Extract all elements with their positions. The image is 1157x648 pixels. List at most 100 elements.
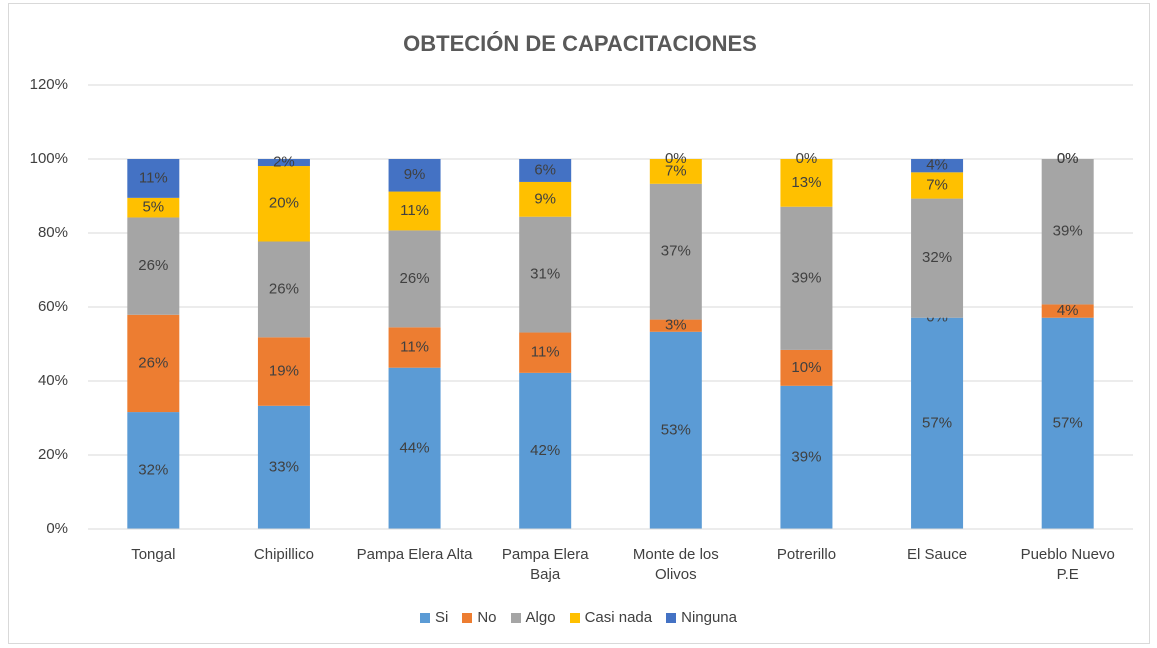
chart-title: OBTECIÓN DE CAPACITACIONES <box>403 31 757 56</box>
data-label: 53% <box>661 421 691 438</box>
y-tick-label: 0% <box>46 520 68 537</box>
bar-segment <box>649 183 702 320</box>
x-tick-label: Pampa Elera Alta <box>356 546 473 563</box>
data-label: 37% <box>661 243 691 260</box>
data-label: 39% <box>1053 223 1083 240</box>
bar-segment <box>649 319 702 332</box>
data-label: 39% <box>791 448 821 465</box>
data-label: 2% <box>273 153 295 170</box>
bar-segment <box>257 337 310 406</box>
data-label: 32% <box>138 462 168 479</box>
legend-swatch <box>462 612 473 623</box>
data-label: 31% <box>530 266 560 283</box>
bar-segment <box>1041 317 1094 529</box>
bar-segment <box>649 159 702 184</box>
data-label: 20% <box>269 195 299 212</box>
legend-swatch <box>569 612 580 623</box>
bar-segment <box>519 159 572 182</box>
data-label: 6% <box>534 161 556 178</box>
bar-segment <box>127 217 180 315</box>
bar-segment <box>780 159 833 207</box>
data-label: 5% <box>142 199 164 216</box>
bar-segment <box>388 327 441 368</box>
data-label: 4% <box>926 157 948 174</box>
y-tick-label: 100% <box>30 150 68 167</box>
bar-segment <box>911 317 964 529</box>
data-label: 13% <box>791 174 821 191</box>
y-tick-label: 20% <box>38 446 68 463</box>
legend-label: Algo <box>525 609 556 626</box>
bar-segment <box>388 367 441 529</box>
bar-segment <box>519 216 572 333</box>
legend: Si No Algo Casi nada Ninguna <box>0 609 1157 626</box>
x-tick-label: Pueblo Nuevo P.E <box>1020 546 1115 583</box>
x-tick-label: Pampa Elera Baja <box>501 546 589 583</box>
data-label: 9% <box>404 166 426 183</box>
data-label: 9% <box>534 190 556 207</box>
bar-segment <box>388 159 441 192</box>
bar-segment <box>911 159 964 173</box>
x-tick-label: El Sauce <box>907 546 968 563</box>
bar-segment <box>127 412 180 529</box>
data-label: 26% <box>400 270 430 287</box>
data-label: 44% <box>400 439 430 456</box>
data-label: 11% <box>400 338 429 355</box>
bar-segment <box>388 230 441 328</box>
bar-segment <box>257 159 310 167</box>
legend-label: Si <box>435 609 449 626</box>
legend-item: No <box>462 609 497 626</box>
x-tick-label: Monte de los Olivos <box>632 546 719 583</box>
data-label: 57% <box>922 414 952 431</box>
x-tick-label: Tongal <box>131 546 176 563</box>
data-label: 7% <box>926 176 948 193</box>
data-label: 33% <box>269 458 299 475</box>
bar-segment <box>519 332 572 373</box>
data-label: 26% <box>138 257 168 274</box>
chart-border <box>8 3 1150 644</box>
legend-item: Algo <box>510 609 556 626</box>
bar-segment <box>257 405 310 529</box>
bar-segment <box>519 372 572 529</box>
data-label: 26% <box>138 354 168 371</box>
x-tick-label: Potrerillo <box>776 546 837 563</box>
bar-segment <box>257 166 310 242</box>
data-label: 19% <box>269 363 299 380</box>
legend-label: No <box>477 609 497 626</box>
x-tick-label: Chipillico <box>253 546 314 563</box>
bar-segment <box>649 331 702 529</box>
legend-swatch <box>510 612 521 623</box>
bar-segment <box>911 172 964 199</box>
legend-label: Casi nada <box>584 609 653 626</box>
data-label: 0% <box>796 150 818 167</box>
data-label: 3% <box>665 317 687 334</box>
data-label: 11% <box>531 344 560 361</box>
data-label: 32% <box>922 249 952 266</box>
bar-segment <box>127 197 180 218</box>
legend-item: Casi nada <box>569 609 653 626</box>
legend-item: Ninguna <box>666 609 737 626</box>
y-tick-label: 40% <box>38 372 68 389</box>
data-label: 0% <box>1057 150 1079 167</box>
bar-segment <box>1041 159 1094 305</box>
bar-segment <box>780 349 833 386</box>
y-tick-label: 60% <box>38 298 68 315</box>
legend-item: Si <box>420 609 448 626</box>
bar-segment <box>519 181 572 217</box>
bar-segment <box>127 159 180 198</box>
bar-segment <box>780 385 833 529</box>
y-tick-label: 80% <box>38 224 68 241</box>
data-label: 11% <box>400 202 429 219</box>
bar-segment <box>911 198 964 318</box>
data-label: 7% <box>665 162 687 179</box>
data-label: 26% <box>269 280 299 297</box>
data-label: 11% <box>139 169 168 186</box>
bar-segment <box>388 191 441 231</box>
data-label: 10% <box>791 359 821 376</box>
bar-segment <box>780 206 833 350</box>
data-label: 0% <box>1057 150 1079 167</box>
bar-segment <box>257 241 310 338</box>
legend-swatch <box>420 612 430 623</box>
bar-segment <box>127 314 180 413</box>
